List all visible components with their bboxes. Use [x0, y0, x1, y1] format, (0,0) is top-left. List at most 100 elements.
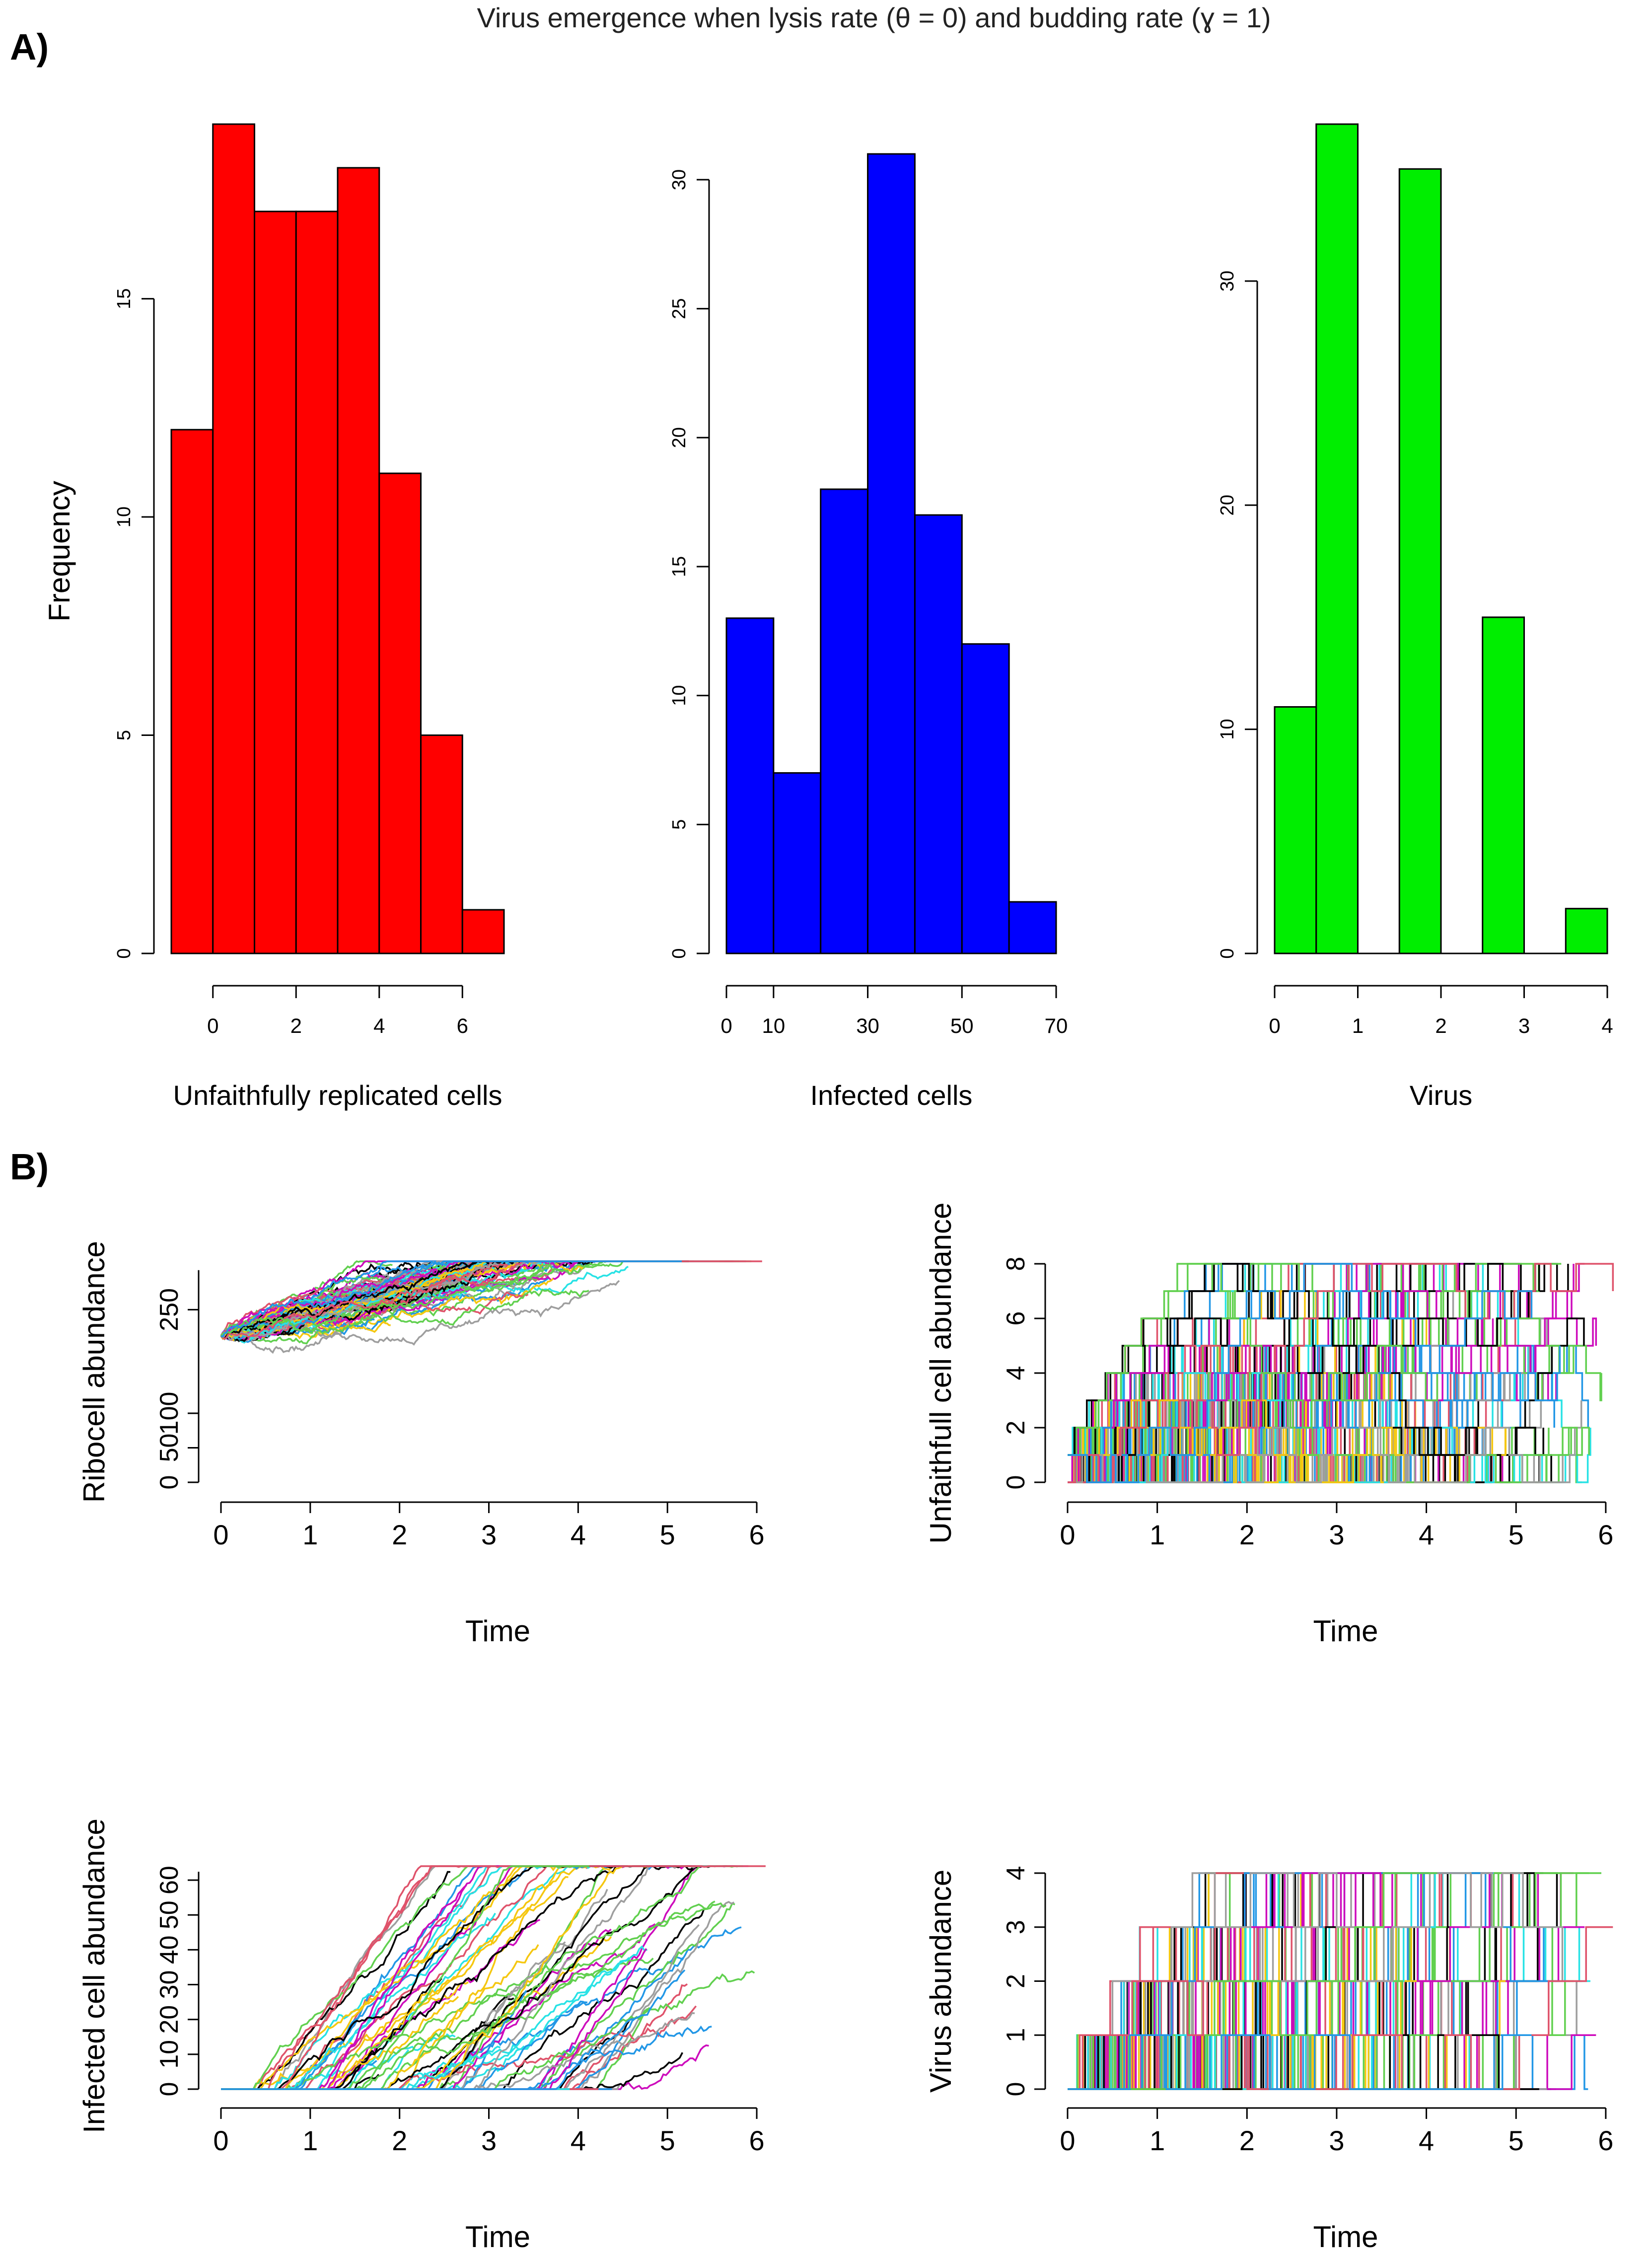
- y-tick-label: 4: [1002, 1866, 1030, 1881]
- x-tick-label: 4: [1419, 2125, 1434, 2156]
- series-line: [221, 1865, 589, 2090]
- series-line: [1068, 1872, 1437, 2090]
- x-tick-label: 6: [749, 1519, 764, 1550]
- x-axis-label: Time: [1313, 1614, 1378, 1648]
- series-line: [221, 1865, 659, 2090]
- histogram-bar: [337, 167, 380, 954]
- x-axis-label: Infected cells: [810, 1080, 973, 1111]
- panel-label-b: B): [10, 1146, 49, 1187]
- histogram-infected-cells: 0 5 10 15 20 25 30 0 10 30 50 70 Infected cells: [669, 153, 1068, 1111]
- y-tick-label: 0: [1002, 2082, 1030, 2097]
- x-tick-label: 0: [1269, 1014, 1280, 1037]
- y-axis-label: Frequency: [43, 481, 76, 621]
- x-tick-label: 3: [1518, 1014, 1530, 1037]
- x-tick-label: 6: [457, 1014, 468, 1037]
- y-tick-label: 3: [1002, 1920, 1030, 1934]
- y-axis-label: Virus abundance: [924, 1870, 957, 2093]
- series-line: [221, 1945, 648, 2090]
- y-tick-label: 0: [669, 948, 690, 958]
- series-line: [220, 1288, 589, 1337]
- y-tick-label: 10: [114, 507, 135, 527]
- series-line: [1068, 1872, 1498, 2090]
- x-tick-label: 10: [762, 1014, 785, 1037]
- x-tick-label: 5: [660, 2125, 675, 2156]
- y-tick-label: 30: [155, 1970, 184, 1999]
- series-line: [220, 1291, 529, 1337]
- histogram-bar: [212, 123, 255, 954]
- series-line: [221, 1957, 630, 2090]
- series-line: [220, 1260, 682, 1338]
- series-line: [1068, 1872, 1529, 2090]
- series-line: [221, 2016, 639, 2090]
- histogram-bar: [295, 211, 339, 954]
- series-line: [221, 1969, 686, 2090]
- x-tick-label: 0: [1060, 2125, 1075, 2156]
- y-tick-label: 40: [155, 1935, 184, 1964]
- series-line: [221, 2037, 535, 2090]
- y-tick-label: 50: [155, 1900, 184, 1929]
- panel-label-a: A): [10, 26, 49, 68]
- x-tick-label: 50: [950, 1014, 974, 1037]
- series-line: [221, 1996, 459, 2090]
- histogram-bar: [867, 153, 916, 954]
- y-tick-label: 15: [114, 288, 135, 309]
- histogram-bar: [461, 909, 505, 954]
- y-axis-label: Unfaithfull cell abundance: [924, 1202, 957, 1543]
- series-line: [221, 2001, 588, 2090]
- histogram-bar: [1274, 706, 1317, 954]
- series-line: [221, 1902, 735, 2090]
- series-line: [221, 1919, 540, 2090]
- series-line: [1068, 1872, 1494, 2090]
- x-tick-label: 4: [1601, 1014, 1613, 1037]
- series-line: [1068, 1263, 1614, 1483]
- histogram-bar: [378, 472, 422, 954]
- y-tick-label: 2: [1002, 1974, 1030, 1988]
- series-line: [221, 1876, 569, 2090]
- y-tick-label: 60: [155, 1866, 184, 1894]
- y-tick-label: 15: [669, 556, 690, 577]
- timeseries-virus: 0 1 2 3 4 5 6 0 1 2 3 4 Time Virus abundance: [924, 1866, 1613, 2253]
- y-tick-label: 0: [1002, 1475, 1030, 1490]
- series-line: [1068, 1926, 1585, 2090]
- x-tick-label: 2: [392, 1519, 407, 1550]
- histogram-bar: [254, 211, 297, 954]
- series-line: [221, 1865, 743, 2090]
- y-tick-label: 100: [155, 1392, 184, 1435]
- x-tick-label: 2: [290, 1014, 302, 1037]
- x-axis-label: Time: [465, 2220, 530, 2253]
- histogram-bar: [820, 488, 869, 954]
- x-tick-label: 70: [1045, 1014, 1068, 1037]
- series-line: [221, 1948, 647, 2090]
- x-tick-label: 30: [856, 1014, 879, 1037]
- series-line: [221, 1958, 654, 2090]
- histogram-bar: [1008, 901, 1057, 954]
- series-line: [221, 1865, 598, 2090]
- series-group: [1068, 1263, 1614, 1483]
- histogram-bar: [725, 617, 775, 954]
- y-tick-label: 10: [155, 2040, 184, 2069]
- series-line: [220, 1280, 620, 1354]
- series-line: [221, 2044, 709, 2090]
- x-tick-label: 1: [1149, 2125, 1165, 2156]
- series-line: [221, 2052, 683, 2090]
- y-tick-label: 30: [669, 169, 690, 190]
- y-tick-label: 6: [1002, 1311, 1030, 1326]
- x-tick-label: 1: [1352, 1014, 1364, 1037]
- series-line: [1068, 1926, 1590, 2090]
- series-group: [220, 1260, 762, 1354]
- histogram-virus: 0 10 20 30 0 1 2 3 4 Virus: [1217, 123, 1613, 1111]
- histogram-bar: [914, 514, 963, 954]
- y-tick-label: 4: [1002, 1366, 1030, 1381]
- x-tick-label: 4: [373, 1014, 385, 1037]
- x-tick-label: 2: [392, 2125, 407, 2156]
- x-tick-label: 3: [1329, 1519, 1344, 1550]
- x-tick-label: 3: [1329, 2125, 1344, 2156]
- y-tick-label: 1: [1002, 2028, 1030, 2042]
- x-tick-label: 3: [481, 1519, 497, 1550]
- x-tick-label: 0: [207, 1014, 218, 1037]
- y-tick-label: 2: [1002, 1421, 1030, 1435]
- series-line: [1068, 1263, 1438, 1456]
- y-tick-label: 0: [155, 2082, 184, 2097]
- y-tick-label: 30: [1217, 271, 1238, 291]
